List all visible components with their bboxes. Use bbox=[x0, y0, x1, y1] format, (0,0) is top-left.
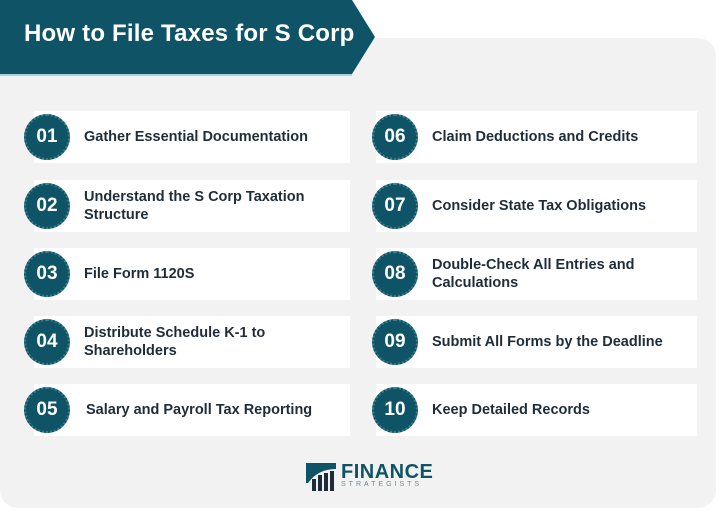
step-label: Distribute Schedule K-1 to Shareholders bbox=[84, 325, 266, 359]
step-card bbox=[376, 180, 697, 232]
step-number-badge: 01 bbox=[24, 114, 70, 160]
page-title: How to File Taxes for S Corp bbox=[24, 20, 355, 47]
step-label: Gather Essential Documentation bbox=[84, 129, 308, 145]
logo-bars-icon bbox=[306, 463, 336, 491]
step-label: Consider State Tax Obligations bbox=[432, 198, 647, 214]
finance-strategists-logo: FINANCE STRATEGISTS bbox=[306, 461, 433, 491]
title-banner bbox=[0, 0, 375, 74]
step-card bbox=[34, 248, 350, 300]
step-number-badge: 07 bbox=[372, 183, 418, 229]
step-card bbox=[376, 384, 697, 436]
step-number-badge: 02 bbox=[24, 183, 70, 229]
step-label: File Form 1120S bbox=[84, 266, 195, 282]
step-number-badge: 04 bbox=[24, 319, 70, 365]
step-card bbox=[34, 384, 350, 436]
logo-text-finance: FINANCE bbox=[341, 461, 434, 483]
step-label: Keep Detailed Records bbox=[432, 402, 590, 418]
step-card bbox=[376, 316, 697, 368]
step-card bbox=[376, 111, 697, 163]
step-label: Claim Deductions and Credits bbox=[432, 129, 639, 145]
step-number-badge: 09 bbox=[372, 319, 418, 365]
step-number-badge: 08 bbox=[372, 251, 418, 297]
step-card bbox=[376, 248, 697, 300]
step-label: Understand the S Corp Taxation Structure bbox=[84, 189, 305, 223]
step-label: Submit All Forms by the Deadline bbox=[432, 334, 663, 350]
logo-text-strategists: STRATEGISTS bbox=[341, 481, 423, 488]
step-number-badge: 06 bbox=[372, 114, 418, 160]
step-card bbox=[34, 316, 350, 368]
step-number-badge: 10 bbox=[372, 387, 418, 433]
banner-underline bbox=[0, 74, 352, 76]
step-number-badge: 03 bbox=[24, 251, 70, 297]
step-label: Salary and Payroll Tax Reporting bbox=[86, 402, 313, 418]
step-label: Double-Check All Entries and Calculation… bbox=[432, 257, 635, 291]
step-number-badge: 05 bbox=[24, 387, 70, 433]
step-card bbox=[34, 180, 350, 232]
step-card bbox=[34, 111, 350, 163]
